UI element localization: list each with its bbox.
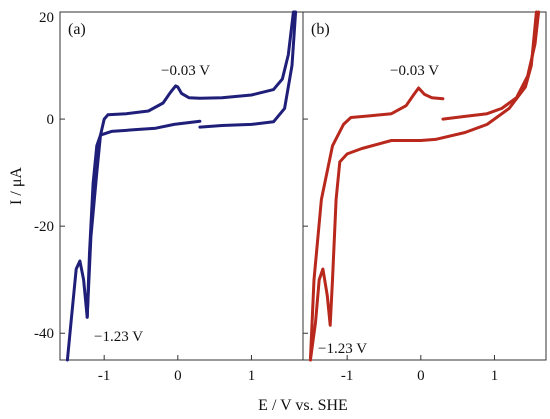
y-tick-label: -20 <box>34 219 54 235</box>
x-axis-title: E / V vs. SHE <box>258 397 348 414</box>
panel-a-valley-annotation: −1.23 V <box>94 329 143 345</box>
x-tick-label: 0 <box>174 368 182 384</box>
y-tick-label: -40 <box>34 326 54 342</box>
x-tick-label: 1 <box>248 368 256 384</box>
panel-a: -1 0 1 -40 -20 0 20 (a) −0.03 V −1.23 V <box>34 10 304 384</box>
cv-curve-series-0 <box>441 10 541 121</box>
cv-curve-series-1 <box>85 119 202 319</box>
x-tick-label: -1 <box>98 368 111 384</box>
panel-a-label: (a) <box>68 21 86 38</box>
x-tick-label: -1 <box>341 368 354 384</box>
x-tick-label: 0 <box>417 368 425 384</box>
y-tick-label: 0 <box>47 112 55 128</box>
panel-b: -1 0 1 (b) −0.03 V −1.23 V <box>302 10 547 384</box>
cv-curve-series-2 <box>308 86 445 362</box>
x-tick-label: 1 <box>491 368 499 384</box>
panel-b-frame <box>302 11 547 361</box>
panel-a-peak-annotation: −0.03 V <box>161 63 210 79</box>
panel-b-series <box>308 10 541 362</box>
panel-a-series <box>65 10 298 362</box>
panel-b-valley-annotation: −1.23 V <box>318 341 367 357</box>
panel-a-ticks: -1 0 1 -40 -20 0 20 <box>34 10 255 384</box>
y-axis-title: I / μA <box>8 167 25 205</box>
panel-b-peak-annotation: −0.03 V <box>390 63 439 79</box>
panel-b-label: (b) <box>311 21 330 38</box>
cv-curve-series-1 <box>308 10 538 362</box>
panel-b-ticks: -1 0 1 <box>303 11 499 384</box>
y-tick-label: 20 <box>39 10 54 26</box>
